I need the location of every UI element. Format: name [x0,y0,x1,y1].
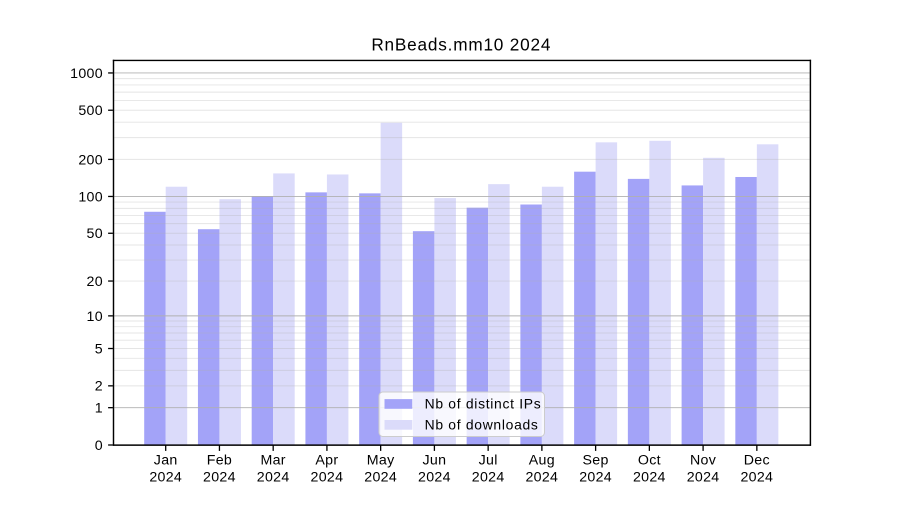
svg-text:Nb of distinct IPs: Nb of distinct IPs [425,396,542,412]
svg-text:Jan: Jan [154,452,178,468]
svg-text:500: 500 [78,103,103,119]
svg-text:Jun: Jun [423,452,447,468]
svg-text:10: 10 [87,309,103,325]
svg-text:1: 1 [95,401,103,417]
svg-text:RnBeads.mm10 2024: RnBeads.mm10 2024 [371,35,551,55]
svg-text:2024: 2024 [364,470,397,486]
svg-text:Nov: Nov [690,452,717,468]
svg-text:Aug: Aug [529,452,555,468]
svg-text:2024: 2024 [525,470,558,486]
svg-text:Jul: Jul [479,452,498,468]
svg-text:5: 5 [95,341,103,357]
svg-text:2024: 2024 [633,470,666,486]
svg-text:1000: 1000 [70,66,103,82]
svg-text:Oct: Oct [638,452,661,468]
svg-text:2024: 2024 [149,470,182,486]
svg-text:Nb of downloads: Nb of downloads [425,417,539,433]
svg-text:2: 2 [95,379,103,395]
svg-text:May: May [367,452,395,468]
svg-text:2024: 2024 [687,470,720,486]
svg-text:50: 50 [87,226,103,242]
svg-text:2024: 2024 [203,470,236,486]
svg-text:100: 100 [78,189,103,205]
svg-text:2024: 2024 [472,470,505,486]
svg-text:Dec: Dec [744,452,770,468]
svg-text:Feb: Feb [207,452,232,468]
svg-text:2024: 2024 [418,470,451,486]
svg-text:2024: 2024 [740,470,773,486]
svg-text:2024: 2024 [257,470,290,486]
svg-text:200: 200 [78,152,103,168]
svg-text:0: 0 [95,438,103,454]
svg-text:2024: 2024 [579,470,612,486]
svg-text:Sep: Sep [583,452,609,468]
svg-text:Apr: Apr [315,452,338,468]
svg-text:20: 20 [87,274,103,290]
svg-text:2024: 2024 [311,470,344,486]
svg-text:Mar: Mar [261,452,286,468]
